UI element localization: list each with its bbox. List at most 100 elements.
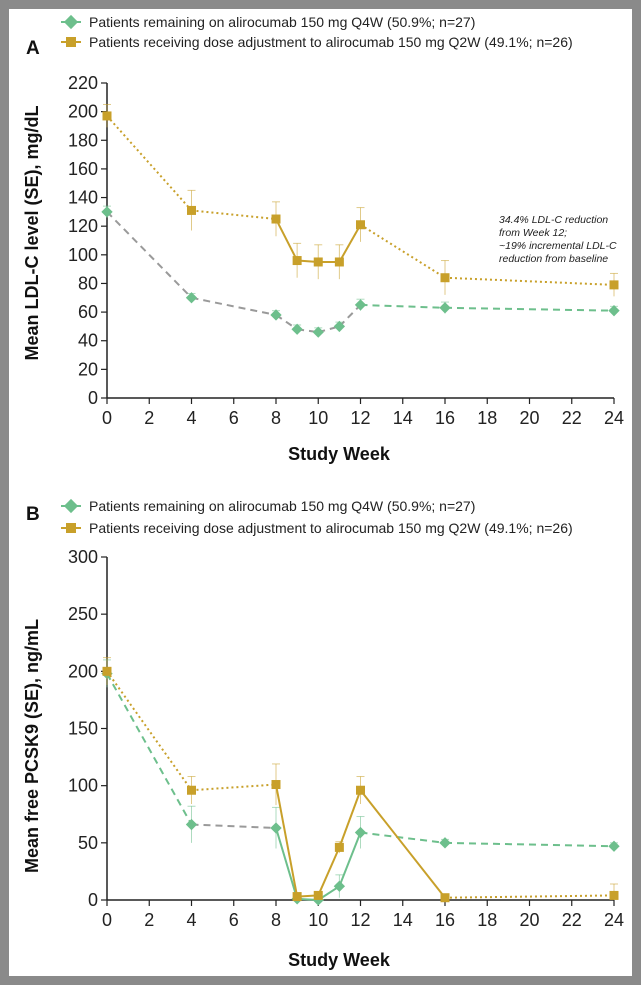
data-point-q4w-b xyxy=(185,818,198,831)
x-tick-label-b: 24 xyxy=(604,910,624,930)
series-segment-q2w-b xyxy=(317,847,341,896)
series-segment-q2w-a xyxy=(191,209,277,221)
data-point-q4w-b xyxy=(354,826,367,839)
y-tick-label-b: 100 xyxy=(68,776,98,796)
annotation-a: 34.4% LDL-C reduction from Week 12; ~19%… xyxy=(499,214,617,265)
y-axis-label-b: Mean free PCSK9 (SE), ng/mL xyxy=(22,619,42,873)
x-axis-label-b: Study Week xyxy=(288,950,391,970)
data-point-q4w-a xyxy=(439,302,451,314)
data-point-q2w-a xyxy=(313,257,323,267)
annotation-line-3: ~19% incremental LDL-C xyxy=(499,240,617,252)
y-tick-label-b: 50 xyxy=(78,833,98,853)
x-tick-label-b: 20 xyxy=(519,910,539,930)
series-segment-q4w-b xyxy=(338,832,362,887)
legend-a-q4w-label: Patients remaining on alirocumab 150 mg … xyxy=(89,14,475,30)
y-tick-label-a: 20 xyxy=(78,359,98,379)
x-tick-label-b: 16 xyxy=(435,910,455,930)
series-segment-q2w-b xyxy=(191,783,277,792)
data-point-q2w-b xyxy=(292,892,302,902)
data-point-q2w-a xyxy=(271,214,281,224)
data-point-q2w-a xyxy=(187,205,196,215)
annotation-line-1: 34.4% LDL-C reduction xyxy=(499,214,608,226)
x-tick-label-a: 2 xyxy=(144,408,154,428)
y-tick-label-b: 250 xyxy=(68,604,98,624)
data-point-q2w-a xyxy=(334,257,344,267)
figure-svg: A Patients remaining on alirocumab 150 m… xyxy=(22,14,624,970)
data-point-q2w-b xyxy=(440,893,450,903)
series-segment-q4w-b xyxy=(444,841,615,848)
legend-a-q4w-marker xyxy=(63,14,79,30)
x-tick-label-b: 22 xyxy=(562,910,582,930)
series-segment-q2w-b xyxy=(275,784,299,897)
series-segment-q4w-a xyxy=(191,296,277,316)
data-point-q2w-b xyxy=(313,890,323,900)
annotation-line-2: from Week 12; xyxy=(499,227,567,239)
series-segment-q2w-b xyxy=(359,789,446,899)
panel-b: B Patients remaining on alirocumab 150 m… xyxy=(22,498,624,970)
series-segment-q2w-b xyxy=(338,789,362,848)
data-point-q2w-a xyxy=(292,256,302,266)
x-tick-label-b: 10 xyxy=(308,910,328,930)
panel-label-b: B xyxy=(26,504,40,525)
figure-frame: A Patients remaining on alirocumab 150 m… xyxy=(9,9,632,976)
data-point-q2w-b xyxy=(187,785,196,795)
y-tick-label-a: 0 xyxy=(88,388,98,408)
y-tick-label-a: 80 xyxy=(78,273,98,293)
legend-b-q2w-label: Patients receiving dose adjustment to al… xyxy=(89,520,573,536)
data-point-q4w-a xyxy=(354,299,367,311)
y-tick-label-b: 300 xyxy=(68,547,98,567)
data-point-q4w-a xyxy=(333,320,346,333)
data-point-q2w-a xyxy=(102,111,112,121)
x-tick-label-b: 14 xyxy=(393,910,413,930)
data-point-q4w-a xyxy=(270,309,282,321)
y-tick-label-a: 200 xyxy=(68,102,98,122)
x-tick-label-a: 16 xyxy=(435,408,455,428)
y-tick-label-a: 140 xyxy=(68,188,98,208)
legend-b-q4w-marker xyxy=(63,498,79,514)
series-segment-q2w-a xyxy=(444,276,615,286)
legend-a: Patients remaining on alirocumab 150 mg … xyxy=(61,14,573,50)
x-axis-label-a: Study Week xyxy=(288,444,391,464)
x-tick-label-b: 18 xyxy=(477,910,497,930)
x-tick-label-b: 4 xyxy=(186,910,196,930)
x-tick-label-b: 2 xyxy=(144,910,154,930)
legend-b-q4w-label: Patients remaining on alirocumab 150 mg … xyxy=(89,498,475,514)
series-segment-q2w-b xyxy=(106,670,193,791)
legend-b: Patients remaining on alirocumab 150 mg … xyxy=(61,498,573,536)
x-tick-label-a: 20 xyxy=(519,408,539,428)
data-point-q2w-a xyxy=(440,273,450,283)
data-point-q4w-a xyxy=(312,326,324,338)
x-tick-label-a: 14 xyxy=(393,408,413,428)
y-tick-label-b: 0 xyxy=(88,890,98,910)
series-segment-q2w-a xyxy=(106,115,193,212)
data-point-q4w-a xyxy=(608,305,620,317)
x-tick-label-b: 6 xyxy=(229,910,239,930)
data-point-q4w-b xyxy=(333,880,346,892)
series-segment-q4w-a xyxy=(275,314,298,331)
data-point-q2w-b xyxy=(102,666,112,676)
y-tick-label-a: 40 xyxy=(78,331,98,351)
data-point-q2w-a xyxy=(609,280,619,290)
data-point-q2w-b xyxy=(356,785,365,795)
y-axis-label-a: Mean LDL-C level (SE), mg/dL xyxy=(22,105,42,360)
x-tick-label-a: 12 xyxy=(350,408,370,428)
data-point-q4w-a xyxy=(185,292,198,304)
x-tick-label-a: 10 xyxy=(308,408,328,428)
data-point-q4w-a xyxy=(291,323,303,335)
data-point-q4w-b xyxy=(439,837,451,849)
series-segment-q2w-a xyxy=(275,218,299,261)
y-tick-label-b: 150 xyxy=(68,719,98,739)
y-tick-label-a: 120 xyxy=(68,216,98,236)
x-tick-label-a: 8 xyxy=(271,408,281,428)
x-tick-label-b: 0 xyxy=(102,910,112,930)
data-point-q4w-b xyxy=(270,822,282,834)
series-segment-q4w-b xyxy=(106,673,193,826)
x-tick-label-a: 22 xyxy=(562,408,582,428)
x-tick-label-a: 6 xyxy=(229,408,239,428)
x-tick-label-b: 12 xyxy=(350,910,370,930)
legend-b-q2w-marker xyxy=(66,523,76,533)
series-segment-q4w-a xyxy=(360,303,446,309)
series-segment-q4w-a xyxy=(338,304,362,328)
